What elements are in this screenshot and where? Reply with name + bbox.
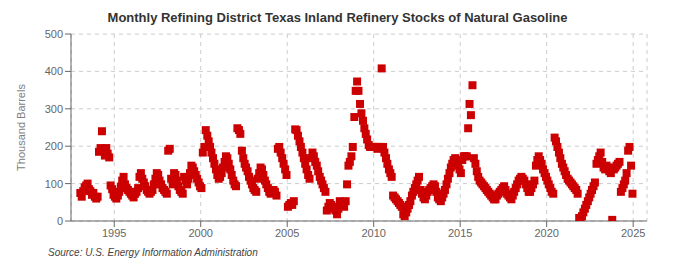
html-text:Monthly Refining District Texa: Monthly Refining District Texas Inland R… <box>107 10 568 25</box>
svg-text:2025: 2025 <box>621 227 645 239</box>
svg-text:400: 400 <box>45 65 63 77</box>
svg-text:0: 0 <box>57 215 63 227</box>
svg-text:Thousand Barrels: Thousand Barrels <box>15 84 27 171</box>
svg-text:2020: 2020 <box>534 227 558 239</box>
svg-text:200: 200 <box>45 140 63 152</box>
svg-text:2010: 2010 <box>361 227 385 239</box>
svg-text:2015: 2015 <box>448 227 472 239</box>
svg-text:300: 300 <box>45 103 63 115</box>
svg-text:500: 500 <box>45 28 63 40</box>
svg-text:2000: 2000 <box>188 227 212 239</box>
svg-text:100: 100 <box>45 178 63 190</box>
svg-text:2005: 2005 <box>275 227 299 239</box>
svg-text:1995: 1995 <box>102 227 126 239</box>
html-text:Source: U.S. Energy Informatio: Source: U.S. Energy Information Administ… <box>48 247 258 258</box>
